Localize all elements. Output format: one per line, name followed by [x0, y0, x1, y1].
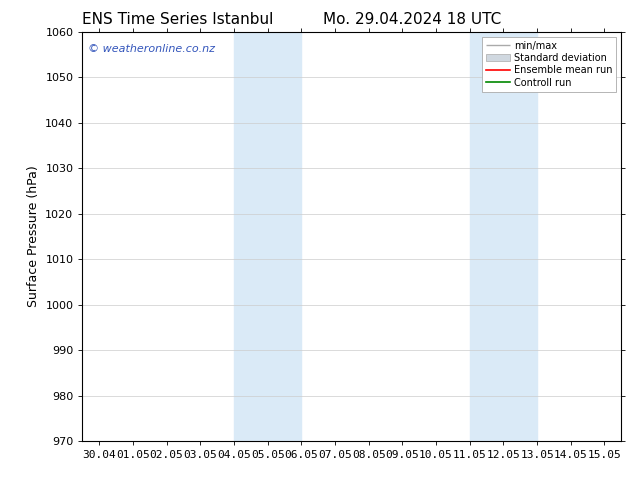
Bar	[470, 32, 537, 441]
Y-axis label: Surface Pressure (hPa): Surface Pressure (hPa)	[27, 166, 40, 307]
Text: Mo. 29.04.2024 18 UTC: Mo. 29.04.2024 18 UTC	[323, 12, 501, 27]
Text: © weatheronline.co.nz: © weatheronline.co.nz	[87, 44, 215, 54]
Bar	[234, 32, 301, 441]
Text: ENS Time Series Istanbul: ENS Time Series Istanbul	[82, 12, 273, 27]
Legend: min/max, Standard deviation, Ensemble mean run, Controll run: min/max, Standard deviation, Ensemble me…	[482, 37, 616, 92]
